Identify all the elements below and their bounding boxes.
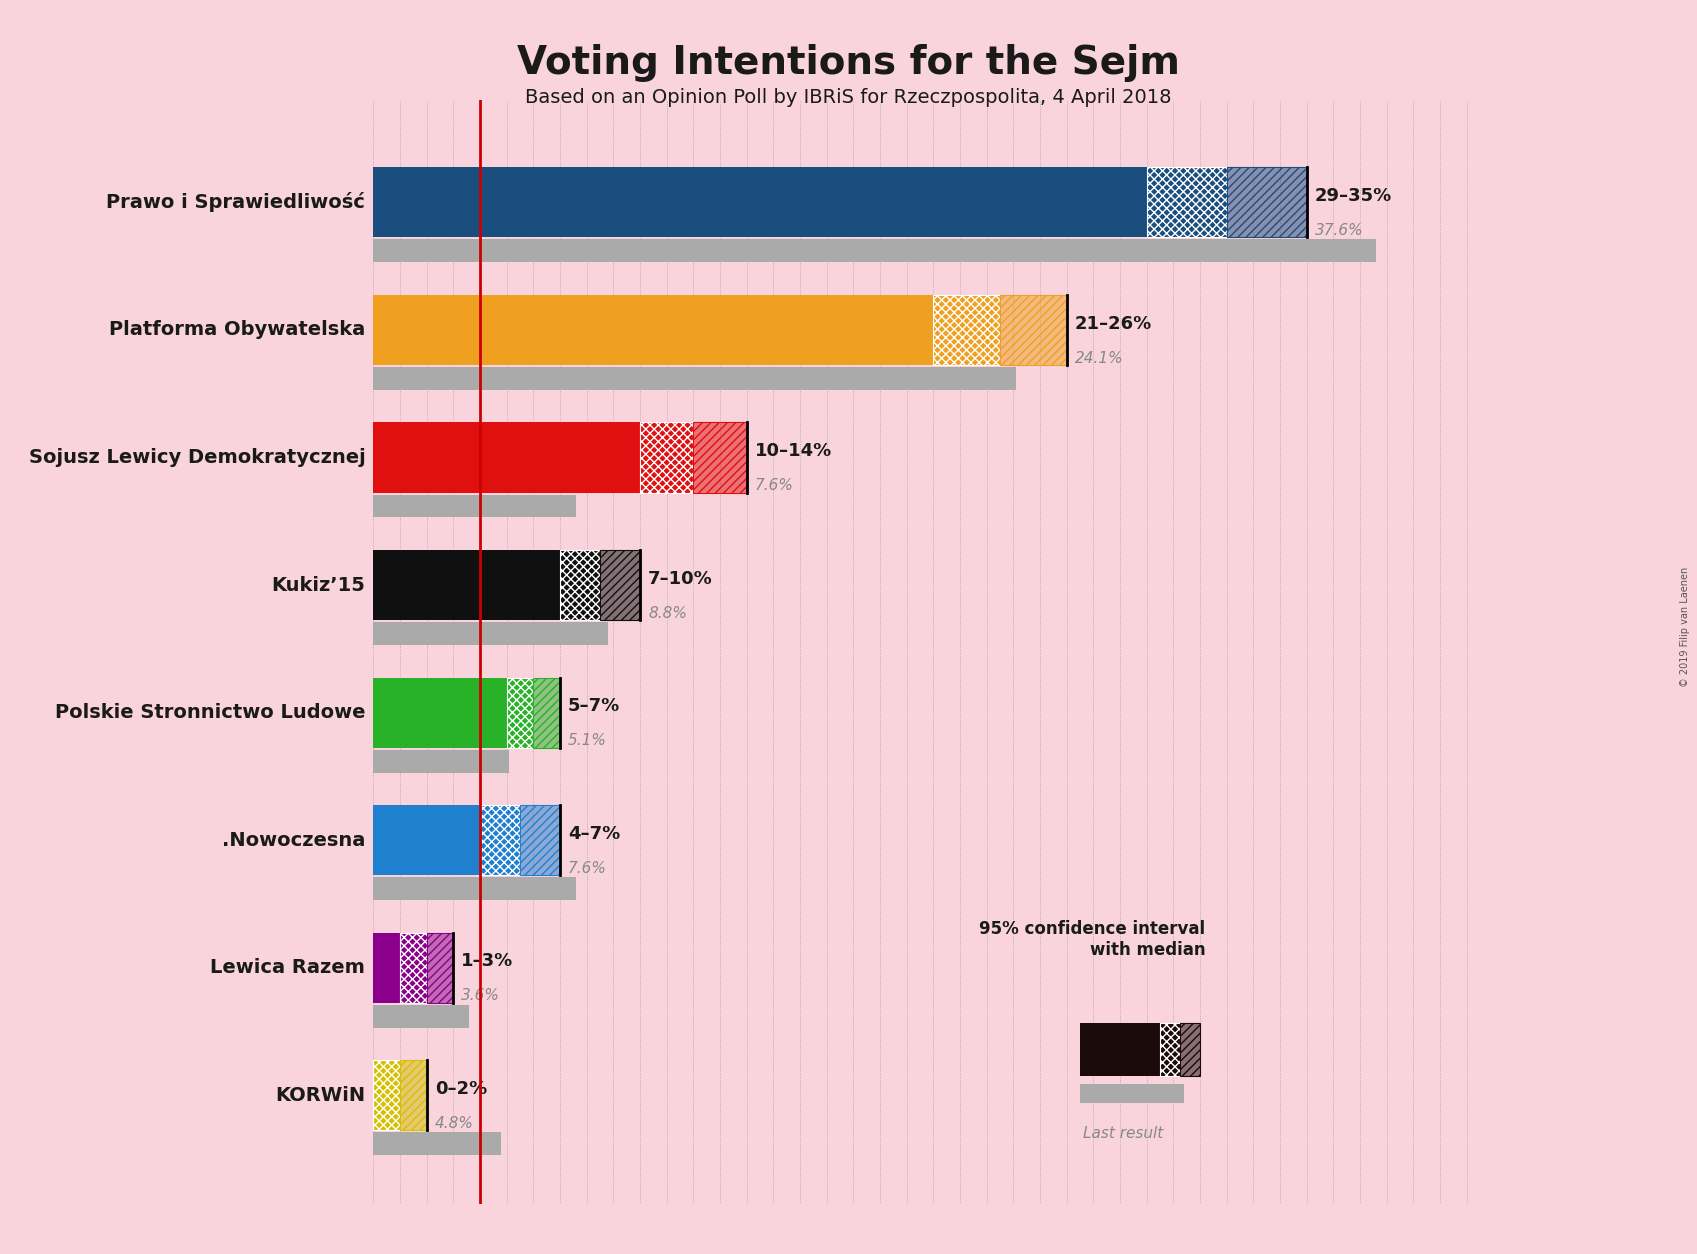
Bar xyxy=(560,551,601,621)
Bar xyxy=(560,551,601,621)
Text: 10–14%: 10–14% xyxy=(755,443,832,460)
Bar xyxy=(640,423,694,493)
Text: 7–10%: 7–10% xyxy=(648,569,713,588)
Bar xyxy=(400,933,426,1003)
Text: Last result: Last result xyxy=(1083,1126,1162,1141)
Bar xyxy=(933,295,1000,365)
Bar xyxy=(601,551,640,621)
Text: Polskie Stronnictwo Ludowe: Polskie Stronnictwo Ludowe xyxy=(54,703,365,722)
Text: Voting Intentions for the Sejm: Voting Intentions for the Sejm xyxy=(518,44,1179,82)
Bar xyxy=(533,677,560,747)
Bar xyxy=(373,1061,400,1131)
Bar xyxy=(480,805,519,875)
Bar xyxy=(1161,1023,1179,1076)
Bar xyxy=(373,367,1017,390)
Bar xyxy=(373,677,507,747)
Text: 3.6%: 3.6% xyxy=(462,988,501,1003)
Text: KORWiN: KORWiN xyxy=(275,1086,365,1105)
Text: Sojusz Lewicy Demokratycznej: Sojusz Lewicy Demokratycznej xyxy=(29,448,365,466)
Bar xyxy=(426,933,453,1003)
Bar xyxy=(400,1061,426,1131)
Bar xyxy=(1179,1023,1200,1076)
Text: 29–35%: 29–35% xyxy=(1315,187,1392,204)
Text: 37.6%: 37.6% xyxy=(1315,223,1363,238)
Bar xyxy=(373,1004,470,1028)
Text: 7.6%: 7.6% xyxy=(568,860,608,875)
Bar xyxy=(519,805,560,875)
Bar xyxy=(1179,1023,1200,1076)
Bar xyxy=(480,805,519,875)
Bar xyxy=(933,295,1000,365)
Text: .Nowoczesna: .Nowoczesna xyxy=(222,830,365,850)
Text: 4.8%: 4.8% xyxy=(434,1116,473,1131)
Bar xyxy=(373,240,1376,262)
Bar xyxy=(373,423,640,493)
Bar xyxy=(1000,295,1067,365)
Bar xyxy=(373,295,933,365)
Bar xyxy=(507,677,533,747)
Bar xyxy=(373,805,480,875)
Bar xyxy=(519,805,560,875)
Text: Platforma Obywatelska: Platforma Obywatelska xyxy=(109,321,365,340)
Bar xyxy=(533,677,560,747)
Bar xyxy=(1227,167,1307,237)
Text: Based on an Opinion Poll by IBRiS for Rzeczpospolita, 4 April 2018: Based on an Opinion Poll by IBRiS for Rz… xyxy=(526,88,1171,107)
Text: © 2019 Filip van Laenen: © 2019 Filip van Laenen xyxy=(1680,567,1690,687)
Bar xyxy=(1147,167,1227,237)
Text: Prawo i Sprawiedliwość: Prawo i Sprawiedliwość xyxy=(107,192,365,212)
Text: 1–3%: 1–3% xyxy=(462,953,514,971)
Bar xyxy=(640,423,694,493)
Text: 7.6%: 7.6% xyxy=(755,478,794,493)
Bar xyxy=(1079,1083,1185,1104)
Bar xyxy=(373,622,608,645)
Bar xyxy=(426,933,453,1003)
Text: Kukiz’15: Kukiz’15 xyxy=(272,576,365,594)
Bar xyxy=(1227,167,1307,237)
Text: 24.1%: 24.1% xyxy=(1074,351,1123,365)
Bar xyxy=(1079,1023,1161,1076)
Bar xyxy=(1000,295,1067,365)
Text: 8.8%: 8.8% xyxy=(648,606,687,621)
Bar xyxy=(373,494,575,518)
Bar xyxy=(507,677,533,747)
Text: 5–7%: 5–7% xyxy=(568,697,621,715)
Bar xyxy=(373,1061,400,1131)
Bar xyxy=(400,933,426,1003)
Text: Lewica Razem: Lewica Razem xyxy=(210,958,365,977)
Text: 5.1%: 5.1% xyxy=(568,734,608,749)
Text: 95% confidence interval
with median: 95% confidence interval with median xyxy=(979,920,1205,959)
Bar xyxy=(1147,167,1227,237)
Bar xyxy=(373,750,509,772)
Text: 4–7%: 4–7% xyxy=(568,825,621,843)
Bar xyxy=(1161,1023,1179,1076)
Bar xyxy=(373,933,400,1003)
Text: 0–2%: 0–2% xyxy=(434,1080,487,1099)
Bar xyxy=(400,1061,426,1131)
Bar xyxy=(373,1132,501,1155)
Bar xyxy=(373,551,560,621)
Bar xyxy=(694,423,747,493)
Text: 21–26%: 21–26% xyxy=(1074,315,1152,332)
Bar xyxy=(373,167,1147,237)
Bar xyxy=(373,878,575,900)
Bar xyxy=(694,423,747,493)
Bar xyxy=(601,551,640,621)
